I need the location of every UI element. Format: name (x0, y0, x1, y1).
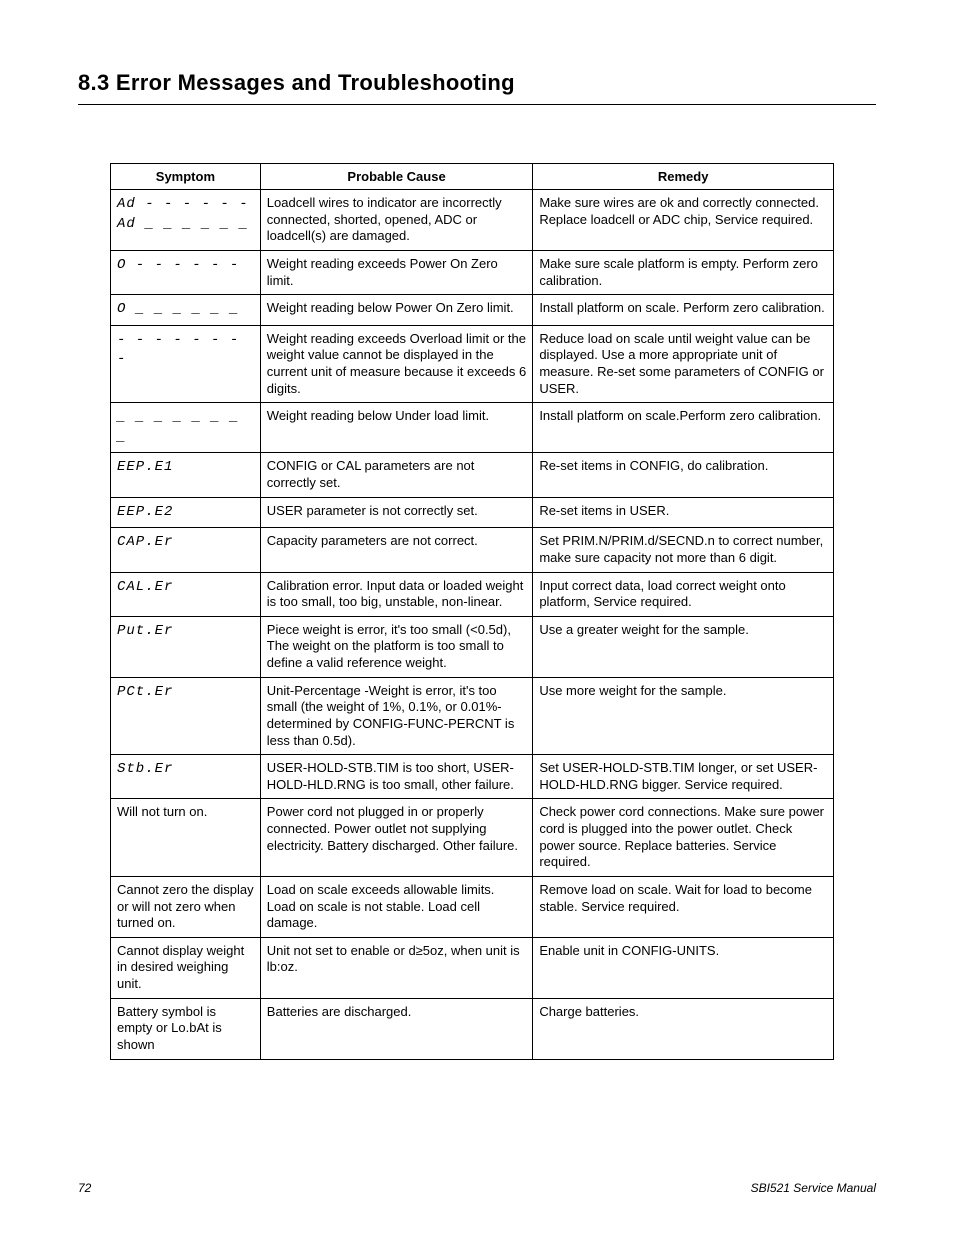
remedy-cell: Enable unit in CONFIG-UNITS. (533, 937, 834, 998)
symptom-cell: Ad - - - - - -Ad _ _ _ _ _ _ (111, 190, 261, 251)
cause-cell: Weight reading below Power On Zero limit… (260, 295, 533, 326)
error-table: Symptom Probable Cause Remedy Ad - - - -… (110, 163, 834, 1060)
table-row: O _ _ _ _ _ _ Weight reading below Power … (111, 295, 834, 326)
table-row: Stb.Er USER-HOLD-STB.TIM is too short, US… (111, 755, 834, 799)
table-row: Battery symbol is empty or Lo.bAt is sho… (111, 998, 834, 1059)
symptom-code: EEP.E1 (117, 459, 173, 475)
symptom-code: PCt.Er (117, 684, 173, 700)
remedy-cell: Use more weight for the sample. (533, 677, 834, 755)
table-row: PCt.Er Unit-Percentage -Weight is error, … (111, 677, 834, 755)
symptom-cell: _ _ _ _ _ _ _ _ (111, 403, 261, 453)
remedy-cell: Install platform on scale.Perform zero c… (533, 403, 834, 453)
symptom-cell: EEP.E1 (111, 453, 261, 497)
symptom-cell: Battery symbol is empty or Lo.bAt is sho… (111, 998, 261, 1059)
table-row: EEP.E2 USER parameter is not correctly se… (111, 497, 834, 528)
symptom-cell: PCt.Er (111, 677, 261, 755)
remedy-cell: Input correct data, load correct weight … (533, 572, 834, 616)
table-row: Put.Er Piece weight is error, it's too sm… (111, 616, 834, 677)
table-row: CAP.Er Capacity parameters are not correc… (111, 528, 834, 572)
table-row: O - - - - - - Weight reading exceeds Powe… (111, 250, 834, 294)
table-row: EEP.E1 CONFIG or CAL parameters are not c… (111, 453, 834, 497)
table-row: Cannot zero the display or will not zero… (111, 876, 834, 937)
symptom-cell: O _ _ _ _ _ _ (111, 295, 261, 326)
cause-cell: Weight reading exceeds Power On Zero lim… (260, 250, 533, 294)
col-header-remedy: Remedy (533, 164, 834, 190)
remedy-cell: Reduce load on scale until weight value … (533, 325, 834, 403)
symptom-code: CAL.Er (117, 579, 173, 595)
manual-name: SBI521 Service Manual (751, 1181, 876, 1195)
symptom-cell: O - - - - - - (111, 250, 261, 294)
remedy-cell: Check power cord connections. Make sure … (533, 799, 834, 877)
cause-cell: Power cord not plugged in or properly co… (260, 799, 533, 877)
table-row: Ad - - - - - -Ad _ _ _ _ _ _ Loadcell wir… (111, 190, 834, 251)
symptom-cell: Cannot display weight in desired weighin… (111, 937, 261, 998)
section-heading: 8.3 Error Messages and Troubleshooting (78, 70, 876, 105)
remedy-cell: Charge batteries. (533, 998, 834, 1059)
symptom-code: EEP.E2 (117, 504, 173, 520)
cause-cell: Weight reading below Under load limit. (260, 403, 533, 453)
symptom-code: - - - - - - - - (117, 332, 239, 368)
cause-cell: CONFIG or CAL parameters are not correct… (260, 453, 533, 497)
cause-cell: Load on scale exceeds allowable limits. … (260, 876, 533, 937)
table-row: Will not turn on.Power cord not plugged … (111, 799, 834, 877)
symptom-cell: Cannot zero the display or will not zero… (111, 876, 261, 937)
cause-cell: Calibration error. Input data or loaded … (260, 572, 533, 616)
symptom-cell: Will not turn on. (111, 799, 261, 877)
page-footer: 72 SBI521 Service Manual (78, 1181, 876, 1195)
remedy-cell: Set USER-HOLD-STB.TIM longer, or set USE… (533, 755, 834, 799)
table-row: _ _ _ _ _ _ _ _ Weight reading below Unde… (111, 403, 834, 453)
symptom-code: CAP.Er (117, 534, 173, 550)
remedy-cell: Make sure wires are ok and correctly con… (533, 190, 834, 251)
remedy-cell: Use a greater weight for the sample. (533, 616, 834, 677)
symptom-code: O - - - - - - (117, 257, 239, 273)
remedy-cell: Re-set items in USER. (533, 497, 834, 528)
table-row: Cannot display weight in desired weighin… (111, 937, 834, 998)
remedy-cell: Install platform on scale. Perform zero … (533, 295, 834, 326)
cause-cell: Capacity parameters are not correct. (260, 528, 533, 572)
cause-cell: Unit-Percentage -Weight is error, it's t… (260, 677, 533, 755)
table-row: - - - - - - - - Weight reading exceeds Ov… (111, 325, 834, 403)
symptom-code: Put.Er (117, 623, 173, 639)
cause-cell: USER-HOLD-STB.TIM is too short, USER-HOL… (260, 755, 533, 799)
cause-cell: Unit not set to enable or d≥5oz, when un… (260, 937, 533, 998)
table-row: CAL.Er Calibration error. Input data or l… (111, 572, 834, 616)
symptom-cell: CAL.Er (111, 572, 261, 616)
remedy-cell: Re-set items in CONFIG, do calibration. (533, 453, 834, 497)
cause-cell: Batteries are discharged. (260, 998, 533, 1059)
symptom-code: Stb.Er (117, 761, 173, 777)
col-header-cause: Probable Cause (260, 164, 533, 190)
col-header-symptom: Symptom (111, 164, 261, 190)
symptom-code: _ _ _ _ _ _ _ _ (117, 409, 239, 445)
symptom-cell: - - - - - - - - (111, 325, 261, 403)
symptom-cell: CAP.Er (111, 528, 261, 572)
symptom-cell: Put.Er (111, 616, 261, 677)
cause-cell: Piece weight is error, it's too small (<… (260, 616, 533, 677)
symptom-code: O _ _ _ _ _ _ (117, 301, 239, 317)
cause-cell: USER parameter is not correctly set. (260, 497, 533, 528)
remedy-cell: Set PRIM.N/PRIM.d/SECND.n to correct num… (533, 528, 834, 572)
symptom-cell: Stb.Er (111, 755, 261, 799)
remedy-cell: Remove load on scale. Wait for load to b… (533, 876, 834, 937)
cause-cell: Weight reading exceeds Overload limit or… (260, 325, 533, 403)
cause-cell: Loadcell wires to indicator are incorrec… (260, 190, 533, 251)
table-header-row: Symptom Probable Cause Remedy (111, 164, 834, 190)
symptom-cell: EEP.E2 (111, 497, 261, 528)
symptom-code: Ad - - - - - -Ad _ _ _ _ _ _ (117, 196, 249, 232)
remedy-cell: Make sure scale platform is empty. Perfo… (533, 250, 834, 294)
table-body: Ad - - - - - -Ad _ _ _ _ _ _ Loadcell wir… (111, 190, 834, 1060)
page-number: 72 (78, 1181, 91, 1195)
